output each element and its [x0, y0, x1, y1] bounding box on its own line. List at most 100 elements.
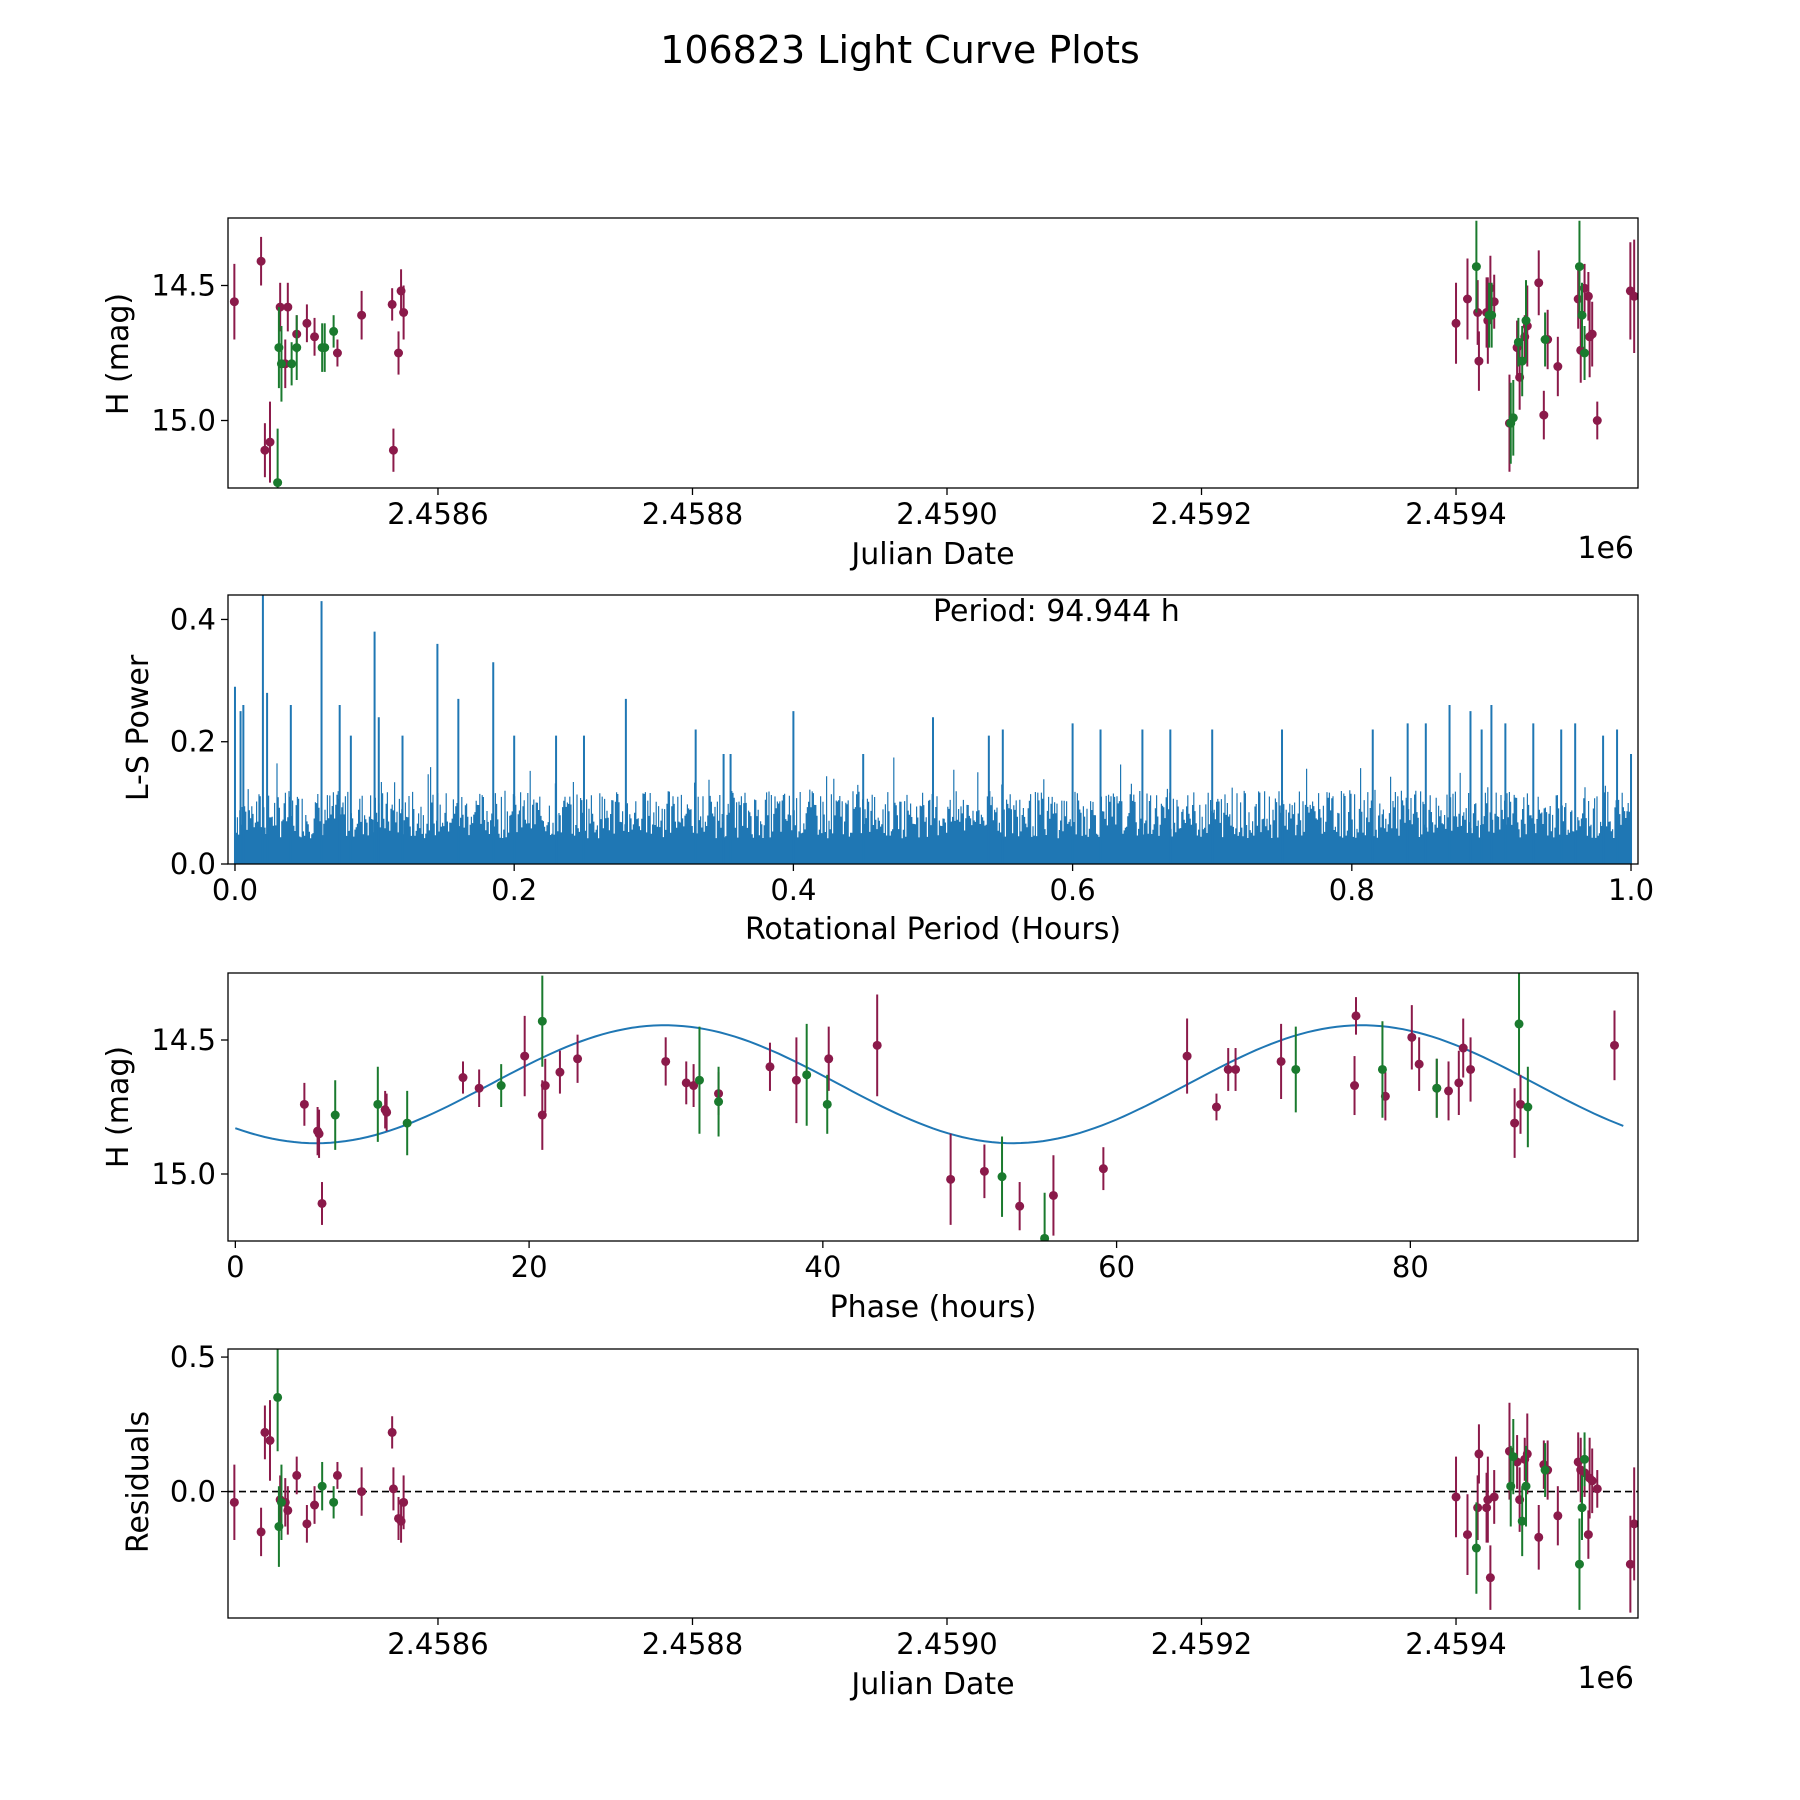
residuals-point [1489, 1492, 1499, 1502]
lightcurve-point [229, 297, 239, 307]
phased-point [1040, 1233, 1050, 1241]
residuals-point [388, 1484, 398, 1494]
phased-point [1510, 1118, 1520, 1128]
residuals-point [1485, 1573, 1495, 1583]
residuals-xtick-label: 2.4592 [1151, 1627, 1252, 1661]
residuals-point [1534, 1532, 1544, 1542]
residuals-point [1574, 1559, 1584, 1569]
phased-point [791, 1075, 801, 1085]
lightcurve-point [399, 308, 409, 317]
lightcurve-xtick-label: 2.4592 [1151, 497, 1252, 531]
phased-panel: H (mag) Phase (hours) 0 20 40 60 80 15.0 14.5 [101, 972, 1639, 1325]
lightcurve-point [1487, 310, 1497, 320]
residuals-point [329, 1497, 339, 1507]
phased-point [1610, 1040, 1619, 1050]
lightcurve-point [387, 299, 397, 309]
phased-point [537, 1110, 547, 1120]
phased-xtick-label: 60 [1098, 1250, 1135, 1284]
phased-xlabel: Phase (hours) [830, 1290, 1037, 1325]
lightcurve-point [287, 359, 297, 369]
phased-xtick-label: 20 [511, 1250, 548, 1284]
phased-point [1516, 1099, 1525, 1109]
phased-point [694, 1075, 704, 1085]
lightcurve-point [1462, 294, 1472, 304]
residuals-point [283, 1505, 293, 1515]
phased-point [689, 1081, 699, 1091]
lightcurve-point [302, 318, 312, 328]
lightcurve-xtick-label: 2.4590 [896, 497, 997, 531]
lightcurve-frame [227, 217, 1639, 489]
phased-point [382, 1107, 392, 1117]
residuals-point [1517, 1516, 1527, 1526]
residuals-xlabel: Julian Date [849, 1667, 1014, 1702]
residuals-xtick-label: 2.4594 [1405, 1627, 1506, 1661]
lightcurve-point [1580, 348, 1590, 358]
residuals-points [229, 1349, 1638, 1613]
residuals-point [1521, 1481, 1531, 1491]
residuals-ytick-label: 0.0 [170, 1475, 216, 1509]
lightcurve-point [1508, 413, 1518, 423]
lightcurve-panel: H (mag) Julian Date 1e6 2.4586 2.4588 2.45… [101, 217, 1639, 572]
residuals-point [357, 1487, 367, 1497]
phased-point [314, 1129, 324, 1139]
residuals-point [1583, 1530, 1593, 1540]
residuals-point [260, 1427, 270, 1437]
lightcurve-point [1629, 291, 1638, 301]
residuals-point [229, 1497, 239, 1507]
residuals-point [1482, 1503, 1492, 1513]
lightcurve-xtick-label: 2.4594 [1405, 497, 1506, 531]
phased-point [330, 1110, 340, 1120]
residuals-point [1473, 1503, 1483, 1513]
lightcurve-point [1474, 356, 1484, 366]
periodogram-ytick-label: 0.4 [170, 602, 216, 636]
phased-point [1015, 1201, 1025, 1211]
phased-point [299, 1099, 309, 1109]
lightcurve-point [332, 348, 342, 358]
phased-point [661, 1056, 671, 1066]
residuals-offset-label: 1e6 [1577, 1661, 1634, 1696]
lightcurve-point [1521, 316, 1531, 326]
lightcurve-point [283, 302, 293, 312]
phased-ytick-label: 14.5 [151, 1023, 216, 1057]
lightcurve-point [1513, 337, 1523, 347]
residuals-point [1522, 1449, 1532, 1459]
phased-points [299, 973, 1619, 1241]
lightcurve-point [1577, 310, 1587, 320]
residuals-point [332, 1470, 342, 1480]
residuals-point [1580, 1454, 1590, 1464]
phased-point [520, 1051, 530, 1061]
residuals-point [1540, 1465, 1550, 1475]
lightcurve-point [1587, 329, 1597, 339]
phased-point [1414, 1059, 1424, 1069]
phased-point [822, 1099, 832, 1109]
residuals-point [256, 1527, 266, 1537]
phased-point [979, 1166, 989, 1176]
residuals-point [317, 1481, 327, 1491]
phased-point [1466, 1064, 1476, 1074]
lightcurve-point [1534, 278, 1544, 288]
residuals-point [1471, 1543, 1481, 1553]
periodogram-panel: L-S Power Rotational Period (Hours) Peri… [121, 594, 1654, 947]
lightcurve-point [276, 359, 286, 369]
lightcurve-point [1517, 356, 1527, 366]
residuals-xtick-label: 2.4588 [642, 1627, 743, 1661]
residuals-point [273, 1392, 283, 1402]
phased-point [373, 1099, 383, 1109]
lightcurve-point [357, 310, 367, 320]
phased-point [802, 1070, 812, 1080]
phased-point [1351, 1011, 1361, 1021]
phased-point [537, 1016, 547, 1026]
phased-point [1432, 1083, 1442, 1093]
residuals-panel: Residuals Julian Date 1e6 2.4586 2.4588 2.… [121, 1340, 1639, 1702]
residuals-point [302, 1519, 312, 1529]
phased-point [1514, 1019, 1524, 1029]
phased-fit-curve [234, 1024, 1624, 1145]
lightcurve-offset-label: 1e6 [1577, 531, 1634, 566]
lightcurve-point [1471, 262, 1481, 272]
periodogram-xtick-label: 0.6 [1050, 873, 1096, 907]
phased-point [1523, 1102, 1533, 1112]
periodogram-ytick-label: 0.0 [170, 847, 216, 881]
lightcurve-point [256, 256, 266, 266]
periodogram-frame [227, 594, 1639, 865]
